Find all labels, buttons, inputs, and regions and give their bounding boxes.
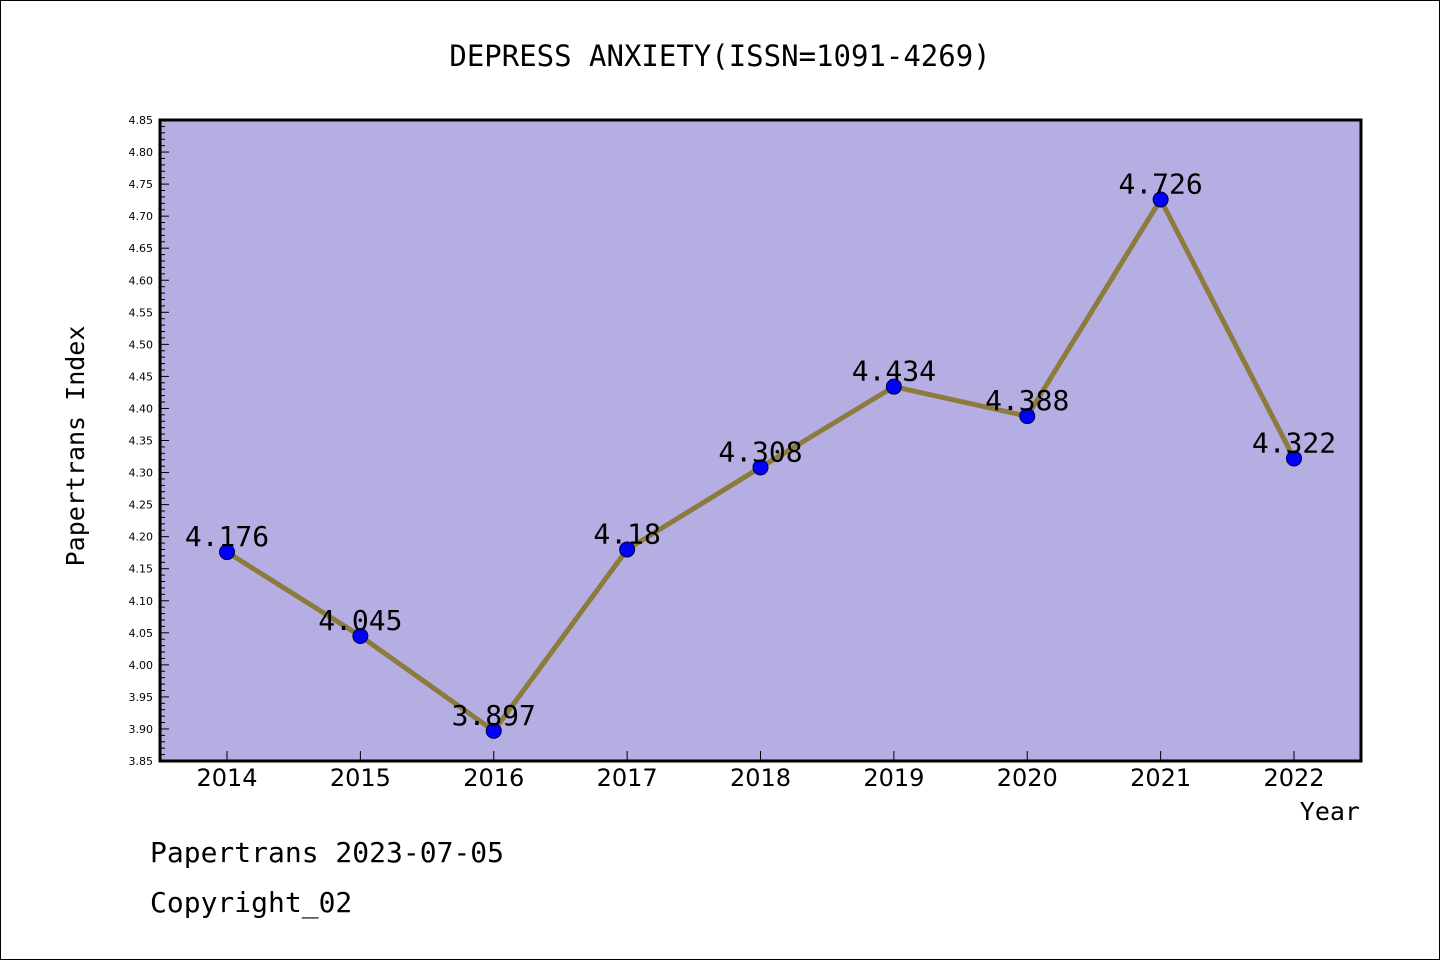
x-tick-label: 2022 xyxy=(1263,764,1324,792)
x-tick-label: 2019 xyxy=(863,764,924,792)
series-markers xyxy=(219,191,1302,739)
y-tick-label: 4.30 xyxy=(129,467,154,480)
y-axis-label: Papertrans Index xyxy=(61,326,90,567)
y-tick-label: 4.75 xyxy=(129,178,154,191)
y-tick-label: 4.40 xyxy=(129,402,154,415)
y-tick-label: 4.45 xyxy=(129,370,154,383)
y-tick-label: 4.65 xyxy=(129,242,154,255)
x-tick-label: 2014 xyxy=(196,764,257,792)
y-tick-label: 3.90 xyxy=(129,723,154,736)
x-tick-label: 2015 xyxy=(330,764,391,792)
y-axis: 3.85 3.90 3.95 4.00 4.05 4.10 4.15 4.20 4.25 4.30… xyxy=(129,114,169,768)
data-label: 4.726 xyxy=(1118,167,1202,200)
footer-copyright: Copyright_02 xyxy=(150,886,353,919)
y-tick-label: 4.60 xyxy=(129,274,154,287)
data-point xyxy=(219,544,235,561)
data-point xyxy=(1019,408,1036,425)
chart-title: DEPRESS ANXIETY(ISSN=1091-4269) xyxy=(449,39,990,73)
data-labels: 4.176 4.045 3.897 4.18 4.308 4.434 4.388 4.726 4… xyxy=(185,167,1336,731)
data-point xyxy=(885,378,902,395)
data-label: 4.322 xyxy=(1252,426,1336,459)
data-point xyxy=(619,541,636,558)
x-tick-label: 2020 xyxy=(997,764,1058,792)
data-label: 4.388 xyxy=(985,384,1069,417)
x-axis-label: Year xyxy=(1300,797,1360,826)
data-label: 4.176 xyxy=(185,520,269,553)
y-tick-label: 4.70 xyxy=(129,210,154,223)
y-tick-label: 3.85 xyxy=(129,755,154,768)
x-tick-label: 2016 xyxy=(463,764,524,792)
y-tick-label: 4.25 xyxy=(129,499,154,512)
y-tick-label: 4.85 xyxy=(129,114,154,127)
data-point xyxy=(752,459,769,476)
y-tick-label: 4.80 xyxy=(129,146,154,159)
data-label: 3.897 xyxy=(452,699,536,732)
data-label: 4.308 xyxy=(718,435,802,468)
data-label: 4.18 xyxy=(593,517,660,550)
y-tick-label: 3.95 xyxy=(129,691,154,704)
data-point xyxy=(485,722,502,739)
data-label: 4.434 xyxy=(852,355,936,388)
x-tick-label: 2018 xyxy=(730,764,791,792)
x-axis: 2014 2015 2016 2017 2018 2019 2020 2021 2022 xyxy=(196,751,1325,792)
y-tick-label: 4.50 xyxy=(129,338,154,351)
y-tick-label: 4.15 xyxy=(129,563,154,576)
y-tick-label: 4.05 xyxy=(129,627,154,640)
x-tick-label: 2021 xyxy=(1130,764,1191,792)
y-tick-label: 4.35 xyxy=(129,435,154,448)
data-label: 4.045 xyxy=(318,604,402,637)
data-point xyxy=(352,628,369,645)
y-tick-label: 4.00 xyxy=(129,659,154,672)
data-point xyxy=(1152,191,1169,208)
plot-area xyxy=(158,118,1363,763)
y-tick-label: 4.20 xyxy=(129,531,154,544)
footer-source: Papertrans 2023-07-05 xyxy=(150,836,505,869)
y-tick-label: 4.55 xyxy=(129,306,154,319)
data-point xyxy=(1286,450,1302,467)
x-tick-label: 2017 xyxy=(597,764,658,792)
y-tick-label: 4.10 xyxy=(129,595,154,608)
